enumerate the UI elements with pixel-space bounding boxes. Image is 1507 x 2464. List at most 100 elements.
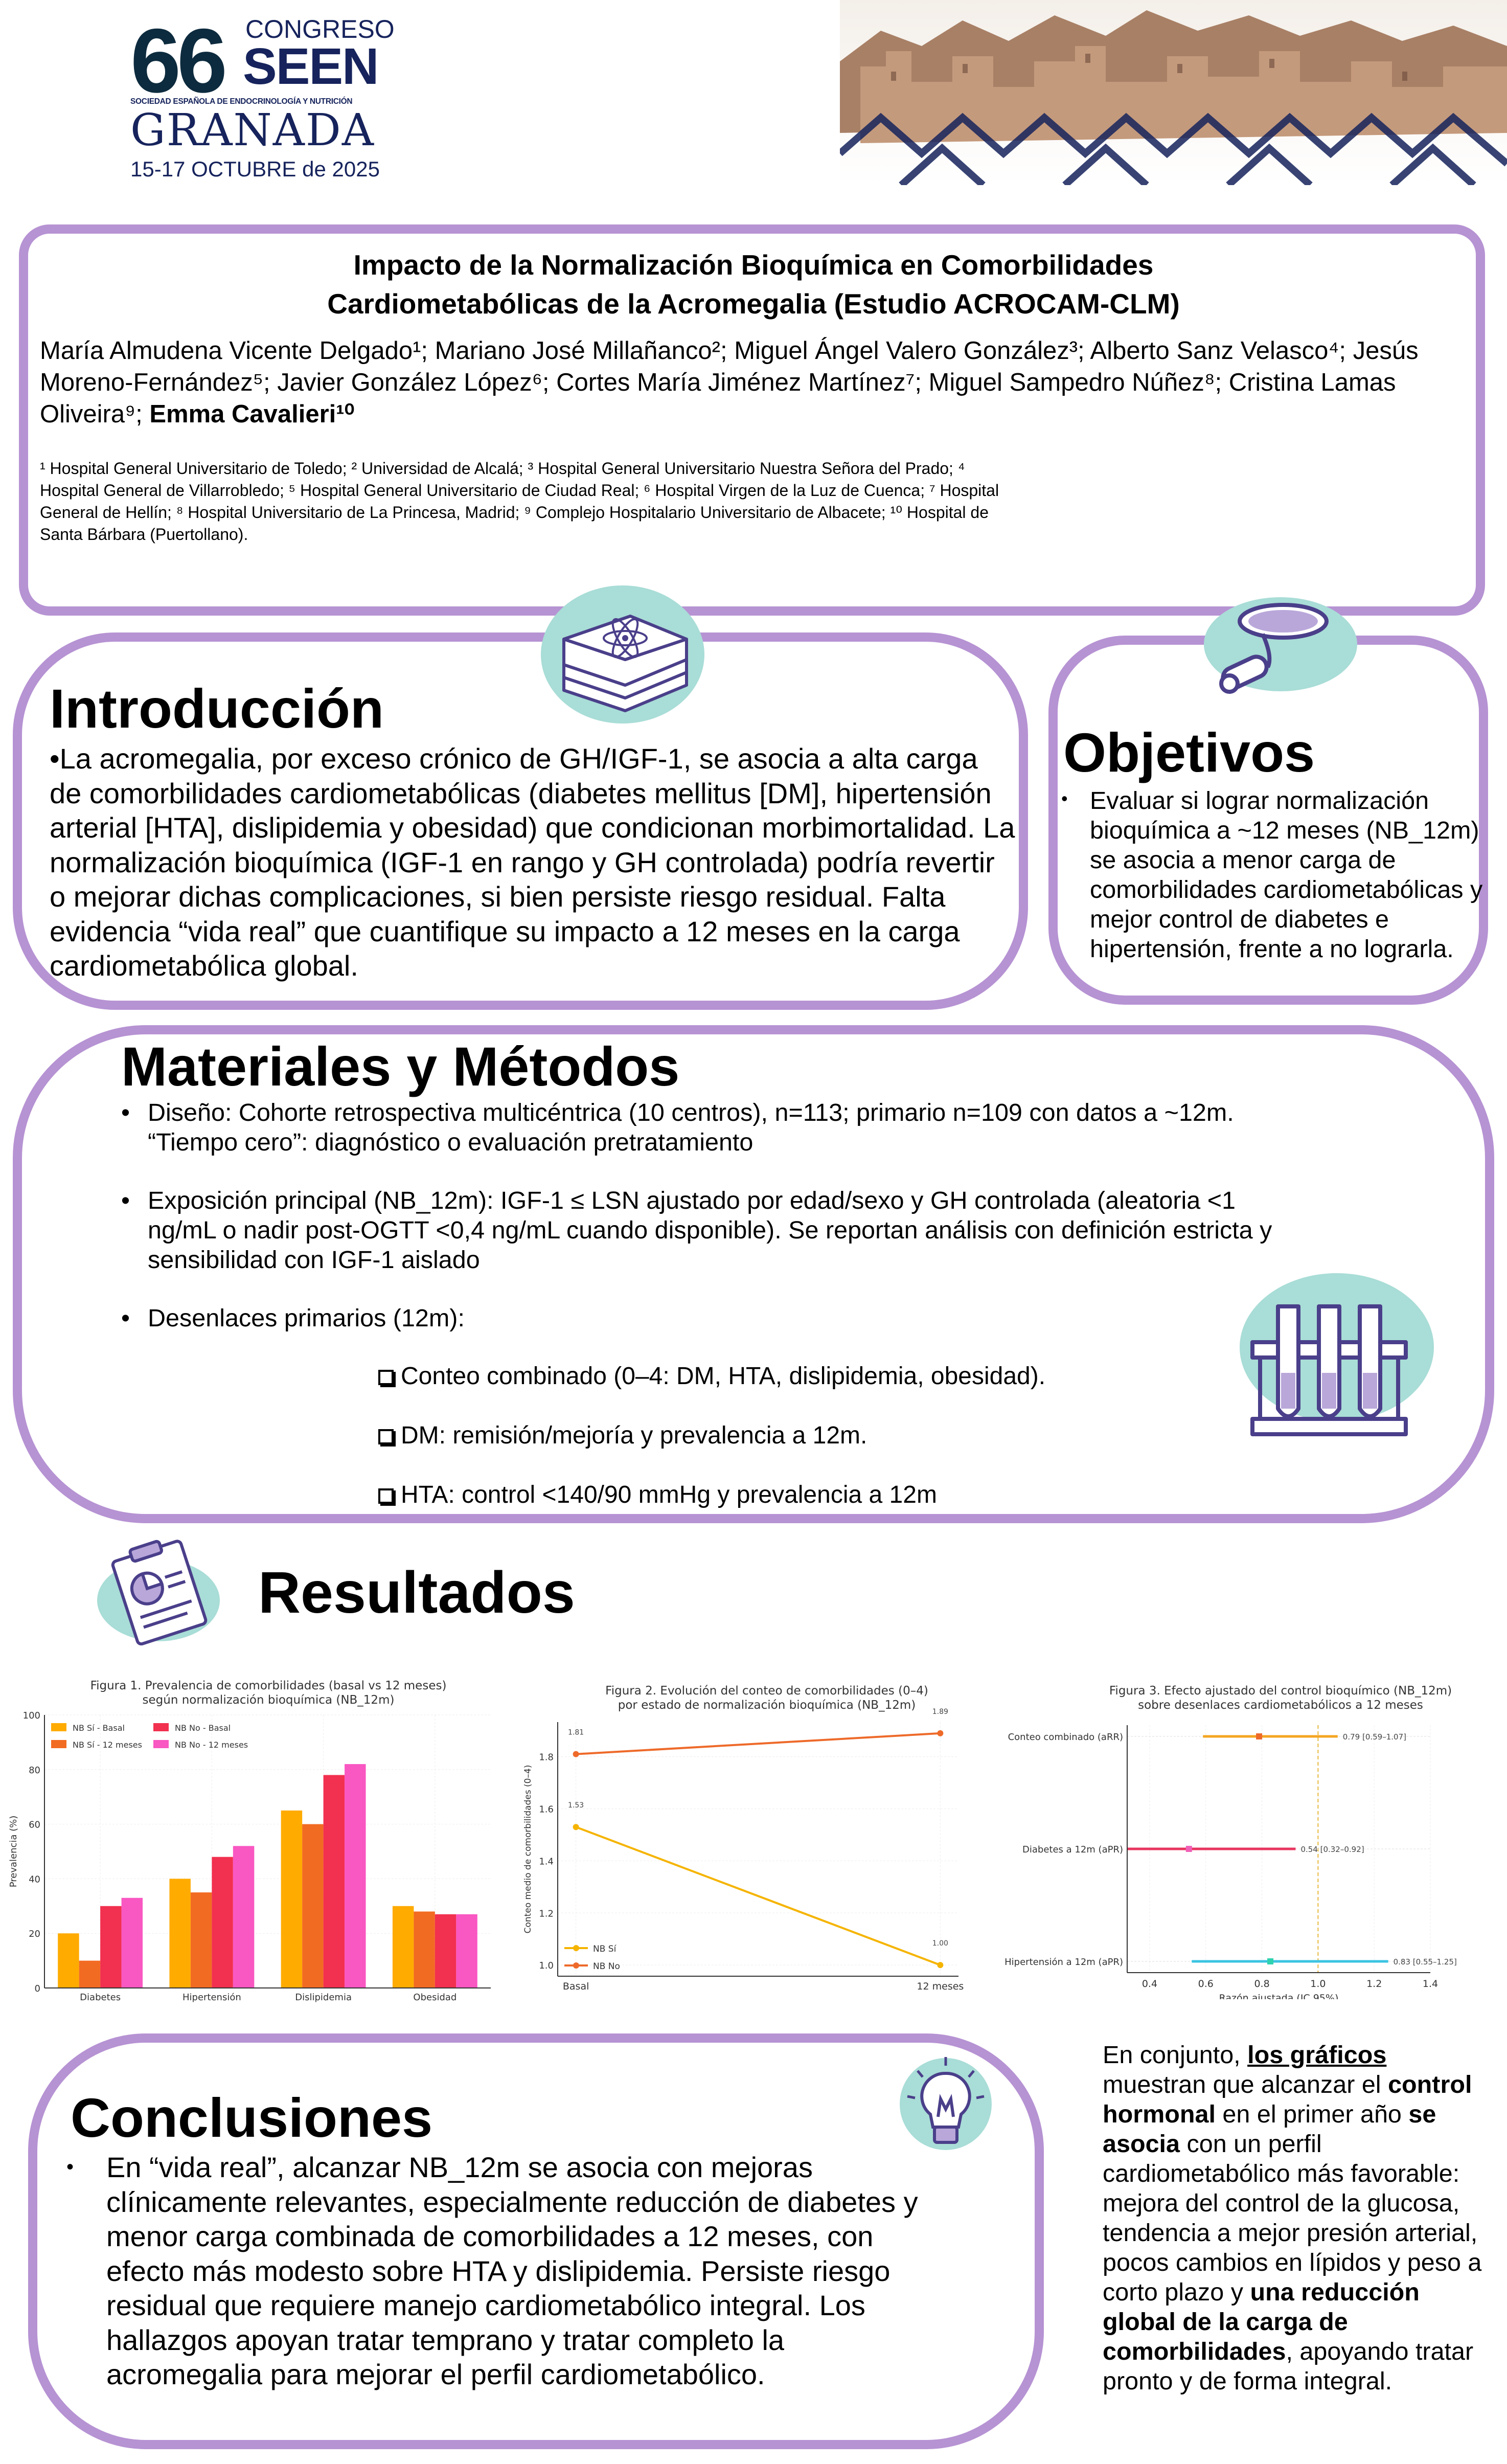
logo-congreso: CONGRESO — [245, 15, 395, 43]
x-tick-label: 0.8 — [1254, 1978, 1269, 1990]
methods-item: • Exposición principal (NB_12m): IGF-1 ≤ … — [121, 1186, 1297, 1275]
bar — [435, 1914, 456, 1988]
data-label: 1.89 — [932, 1708, 948, 1716]
figure-3-forest-plot: Figura 3. Efecto ajustado del control bi… — [1004, 1684, 1457, 1999]
introduction-heading: Introducción — [50, 677, 384, 739]
summary-segment-bold: una reducción global de la carga de como… — [1103, 2278, 1420, 2365]
chart-title: Figura 1. Prevalencia de comorbilidades … — [90, 1679, 447, 1692]
bar — [323, 1775, 345, 1988]
checklist-item: Conteo combinado (0–4: DM, HTA, dislipid… — [378, 1362, 1045, 1391]
objectives-item: • Evaluar si lograr normalización bioquí… — [1061, 786, 1486, 964]
bar — [392, 1906, 414, 1988]
methods-heading: Materiales y Métodos — [121, 1035, 680, 1097]
y-axis-label: Conteo medio de comorbilidades (0–4) — [523, 1765, 533, 1934]
bar — [121, 1897, 143, 1988]
logo-seen: SEEN — [243, 38, 379, 95]
checkbox-icon — [378, 1370, 394, 1385]
summary-segment-bold: se asocia — [1103, 2100, 1436, 2158]
x-tick-label: Diabetes — [80, 1992, 121, 2003]
test-tubes-icon — [1237, 1271, 1436, 1447]
magnifier-icon — [1191, 596, 1370, 711]
data-label: 1.81 — [568, 1729, 584, 1737]
introduction-panel — [13, 632, 1028, 1010]
checkbox-icon — [378, 1429, 394, 1444]
clipboard-chart-icon — [92, 1539, 225, 1649]
conclusions-item: • En “vida real”, alcanzar NB_12m se aso… — [66, 2150, 935, 2392]
introduction-text: •La acromegalia, por exceso crónico de G… — [50, 742, 1015, 982]
checklist-item: DM: remisión/mejoría y prevalencia a 12m… — [378, 1421, 1045, 1451]
y-tick-label: 1.4 — [539, 1856, 554, 1867]
objectives-heading: Objetivos — [1063, 721, 1315, 783]
logo-city: GRANADA — [130, 105, 375, 156]
x-axis-label: Razón ajustada (IC 95%) — [1219, 1993, 1339, 1999]
y-tick-label: Hipertensión a 12m (aPR) — [1004, 1957, 1123, 1968]
legend-label: NB Sí - 12 meses — [73, 1740, 142, 1750]
summary-segment: En conjunto, — [1103, 2041, 1248, 2069]
bullet: • — [66, 2156, 74, 2178]
checklist-text: HTA: control <140/90 mmHg y prevalencia … — [401, 1481, 937, 1508]
methods-item: • Desenlaces primarios (12m): — [121, 1303, 1297, 1333]
results-heading: Resultados — [258, 1560, 575, 1625]
legend-label: NB No — [593, 1961, 620, 1972]
estimate-label: 0.54 [0.32–0.92] — [1300, 1845, 1364, 1854]
bar — [79, 1960, 101, 1988]
bar — [212, 1857, 233, 1988]
data-point — [937, 1730, 944, 1736]
checkbox-icon — [378, 1488, 394, 1504]
y-tick-label: 40 — [29, 1874, 40, 1885]
bar — [233, 1846, 255, 1988]
objectives-text: Evaluar si lograr normalización bioquími… — [1090, 787, 1483, 963]
logo-dates: 15-17 OCTUBRE de 2025 — [130, 157, 380, 181]
bar — [414, 1911, 435, 1988]
bullet: • — [121, 1099, 130, 1126]
title-line-2: Cardiometabólicas de la Acromegalia (Est… — [327, 288, 1180, 320]
summary-text: En conjunto, los gráficos muestran que a… — [1103, 2040, 1491, 2396]
checklist-item: HTA: control <140/90 mmHg y prevalencia … — [378, 1480, 1045, 1510]
x-tick-label: 0.4 — [1142, 1978, 1157, 1990]
summary-segment-bold-underlined: los gráficos — [1247, 2041, 1387, 2069]
legend-label: NB No - Basal — [175, 1723, 231, 1733]
conclusions-heading: Conclusiones — [71, 2087, 433, 2149]
bar — [100, 1906, 122, 1988]
series-line — [575, 1826, 941, 1966]
y-tick-label: 80 — [29, 1765, 40, 1776]
poster-title: Impacto de la Normalización Bioquímica e… — [0, 245, 1507, 323]
bar — [345, 1764, 366, 1988]
figure-1-bar-chart: Figura 1. Prevalencia de comorbilidades … — [8, 1679, 491, 2003]
chart-subtitle: sobre desenlaces cardiometabólicos a 12 … — [1138, 1699, 1423, 1712]
bullet: • — [121, 1187, 130, 1214]
bullet: • — [121, 1304, 130, 1332]
x-tick-label: Hipertensión — [182, 1992, 241, 2003]
y-tick-label: 1.6 — [539, 1804, 554, 1815]
x-tick-label: 1.2 — [1366, 1978, 1382, 1990]
methods-item-text: Desenlaces primarios (12m): — [148, 1304, 465, 1332]
conclusions-text: En “vida real”, alcanzar NB_12m se asoci… — [106, 2151, 918, 2390]
y-tick-label: Conteo combinado (aRR) — [1008, 1732, 1123, 1743]
legend-label: NB Sí - Basal — [73, 1723, 125, 1733]
bar — [281, 1810, 303, 1988]
affiliations: ¹ Hospital General Universitario de Tole… — [40, 459, 999, 544]
y-axis-label: Prevalencia (%) — [8, 1816, 19, 1888]
author-list: María Almudena Vicente Delgado¹; Mariano… — [40, 335, 1461, 430]
y-tick-label: 0 — [35, 1983, 40, 1994]
authors-regular: María Almudena Vicente Delgado¹; Mariano… — [40, 337, 1419, 428]
x-tick-label: Basal — [563, 1981, 589, 1992]
title-line-1: Impacto de la Normalización Bioquímica e… — [353, 249, 1154, 281]
x-tick-label: 0.6 — [1198, 1978, 1214, 1990]
data-point — [573, 1751, 579, 1757]
methods-item-text: Diseño: Cohorte retrospectiva multicéntr… — [148, 1099, 1234, 1156]
title-panel — [19, 224, 1485, 616]
legend-swatch — [153, 1723, 169, 1731]
x-tick-label: 1.4 — [1423, 1978, 1438, 1990]
bar — [456, 1914, 477, 1988]
legend-label: NB No - 12 meses — [175, 1740, 248, 1750]
outcomes-checklist: Conteo combinado (0–4: DM, HTA, dislipid… — [378, 1362, 1045, 1510]
bar — [169, 1879, 191, 1988]
y-tick-label: 60 — [29, 1820, 40, 1830]
congress-logo: 66 CONGRESO SEEN SOCIEDAD ESPAÑOLA DE EN… — [130, 11, 396, 182]
bar — [58, 1933, 79, 1988]
x-tick-label: 1.0 — [1310, 1978, 1326, 1990]
y-tick-label: 100 — [23, 1710, 40, 1721]
methods-panel — [13, 1025, 1494, 1523]
estimate-marker — [1185, 1846, 1192, 1852]
